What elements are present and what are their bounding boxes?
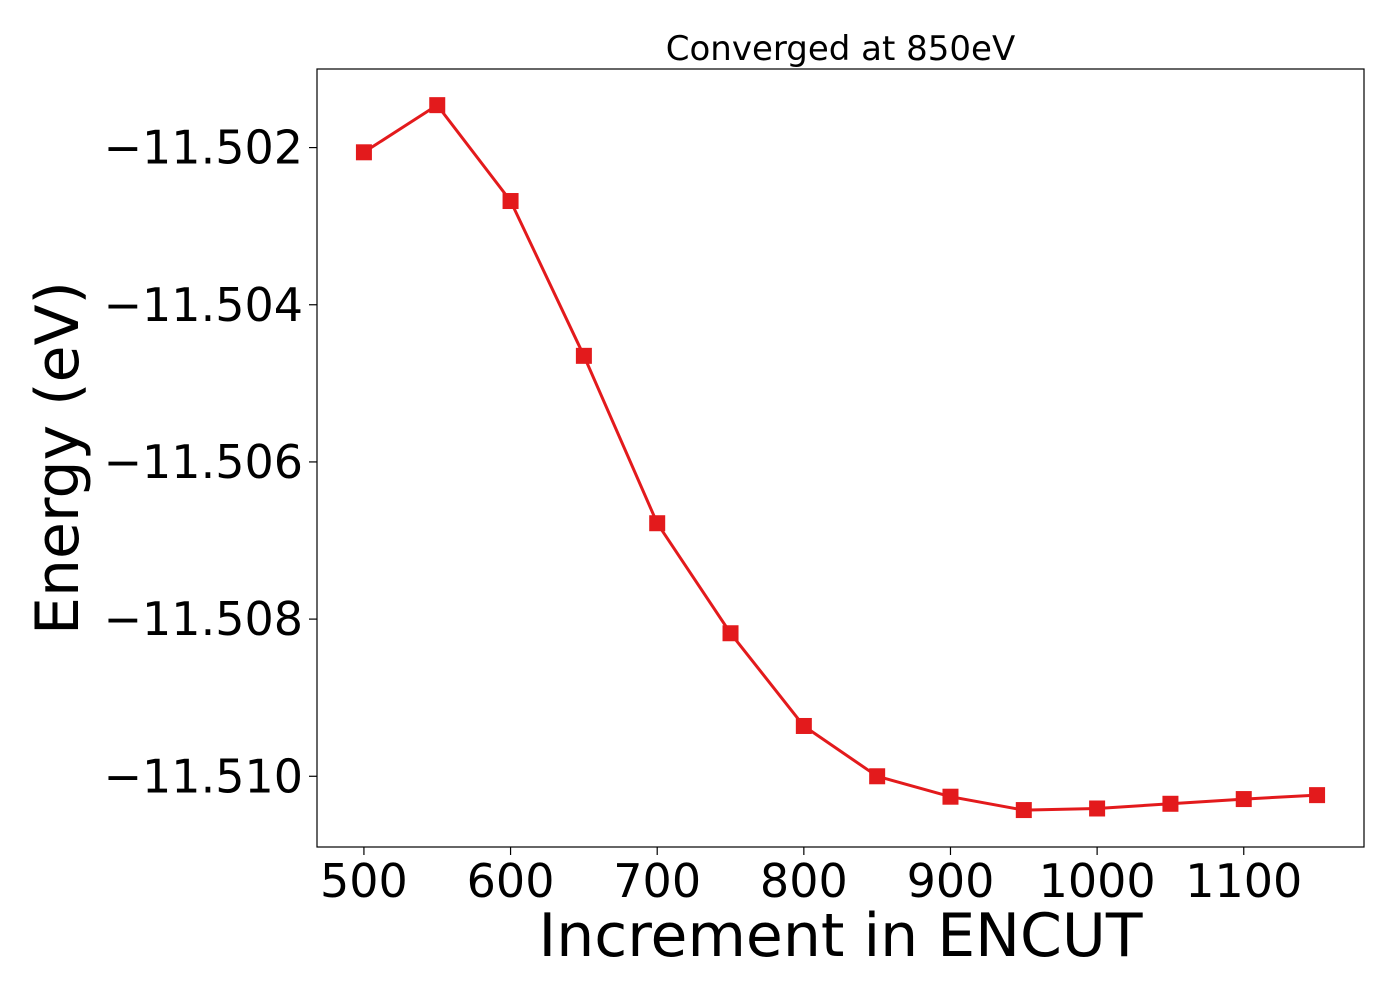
plot-frame	[316, 68, 1365, 848]
data-point	[502, 193, 519, 210]
y-tick-label: −11.504	[104, 278, 304, 332]
data-point	[942, 788, 959, 805]
series	[355, 97, 1326, 819]
y-tick-label: −11.508	[104, 592, 304, 646]
data-point	[1015, 802, 1032, 819]
data-point	[1089, 800, 1106, 817]
x-tick-label: 1000	[1039, 854, 1156, 908]
data-point	[1309, 787, 1326, 804]
y-tick-label: −11.506	[104, 435, 304, 489]
data-point	[355, 144, 372, 161]
x-tick-label: 1100	[1185, 854, 1302, 908]
series-line	[363, 103, 1318, 812]
data-point	[575, 347, 592, 364]
data-point	[1235, 791, 1252, 808]
x-axis-label: Increment in ENCUT	[539, 901, 1143, 971]
x-axis: 500 600 700 800 900 1000 1100	[320, 847, 1302, 908]
data-point	[722, 625, 739, 642]
data-point	[1162, 795, 1179, 812]
x-tick-label: 500	[320, 854, 408, 908]
chart-title: Converged at 850eV	[666, 29, 1015, 69]
data-point	[429, 97, 446, 114]
data-point	[869, 768, 886, 785]
x-tick-label: 800	[760, 854, 848, 908]
x-tick-label: 700	[613, 854, 701, 908]
x-tick-label: 600	[467, 854, 555, 908]
y-axis-label: Energy (eV)	[23, 281, 93, 635]
x-tick-label: 900	[907, 854, 995, 908]
y-axis: −11.502 −11.504 −11.506 −11.508 −11.510	[104, 121, 317, 803]
data-point	[795, 717, 812, 734]
data-point	[649, 515, 666, 532]
y-tick-label: −11.510	[104, 749, 304, 803]
y-tick-label: −11.502	[104, 121, 304, 175]
